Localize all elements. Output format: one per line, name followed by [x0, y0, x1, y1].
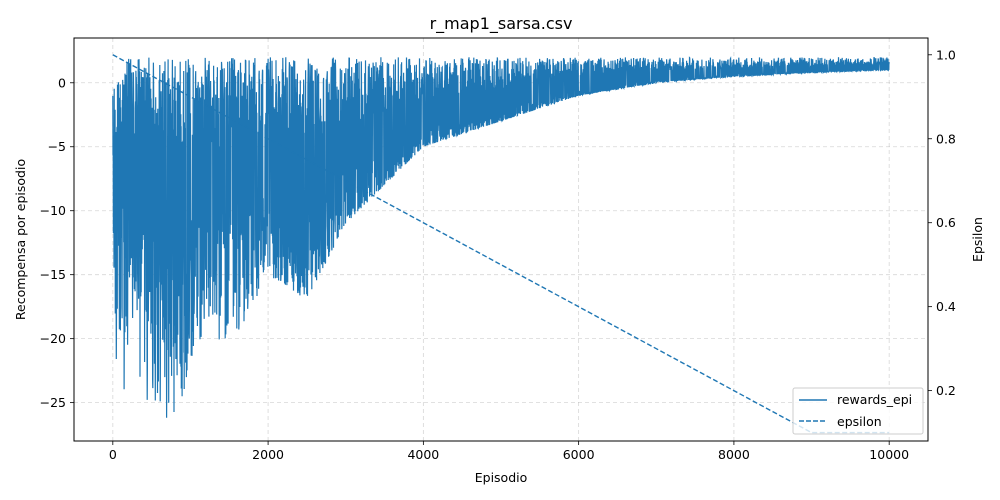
legend: rewards_epi epsilon — [792, 387, 924, 435]
y-axis-right: 0.2 0.4 0.6 0.8 1.0 — [928, 47, 956, 398]
y-tick-label: −5 — [48, 139, 66, 154]
y2-tick-label: 0.2 — [936, 383, 956, 398]
y-tick-label: 0 — [58, 75, 66, 90]
line-rewards_epi — [112, 56, 890, 418]
y2-tick-label: 1.0 — [936, 47, 956, 62]
x-tick-label: 6000 — [563, 447, 595, 462]
chart-title: r_map1_sarsa.csv — [430, 14, 573, 34]
plot-frame — [73, 37, 929, 442]
y2-axis-label: Epsilon — [970, 217, 985, 262]
x-tick-label: 10000 — [869, 447, 909, 462]
series-rewards_epi — [112, 56, 890, 418]
x-tick-label: 8000 — [718, 447, 750, 462]
legend-label-epsilon: epsilon — [837, 414, 882, 429]
y2-tick-label: 0.6 — [936, 215, 956, 230]
y-tick-label: −25 — [40, 395, 66, 410]
x-tick-label: 2000 — [252, 447, 284, 462]
series-epsilon — [112, 54, 890, 434]
y-axis-label: Recompensa por episodio — [13, 159, 28, 320]
x-tick-label: 0 — [109, 447, 117, 462]
y-tick-label: −20 — [40, 331, 66, 346]
x-axis-label: Episodio — [475, 470, 528, 485]
y-tick-label: −15 — [40, 267, 66, 282]
y2-tick-label: 0.8 — [936, 131, 956, 146]
y2-tick-label: 0.4 — [936, 299, 956, 314]
y-axis-left: −25 −20 −15 −10 −5 0 — [40, 75, 74, 410]
line-epsilon — [112, 54, 890, 434]
x-tick-label: 4000 — [407, 447, 439, 462]
y-tick-label: −10 — [40, 203, 66, 218]
x-axis: 0 2000 4000 6000 8000 10000 — [109, 441, 909, 462]
legend-label-rewards_epi: rewards_epi — [837, 392, 912, 407]
